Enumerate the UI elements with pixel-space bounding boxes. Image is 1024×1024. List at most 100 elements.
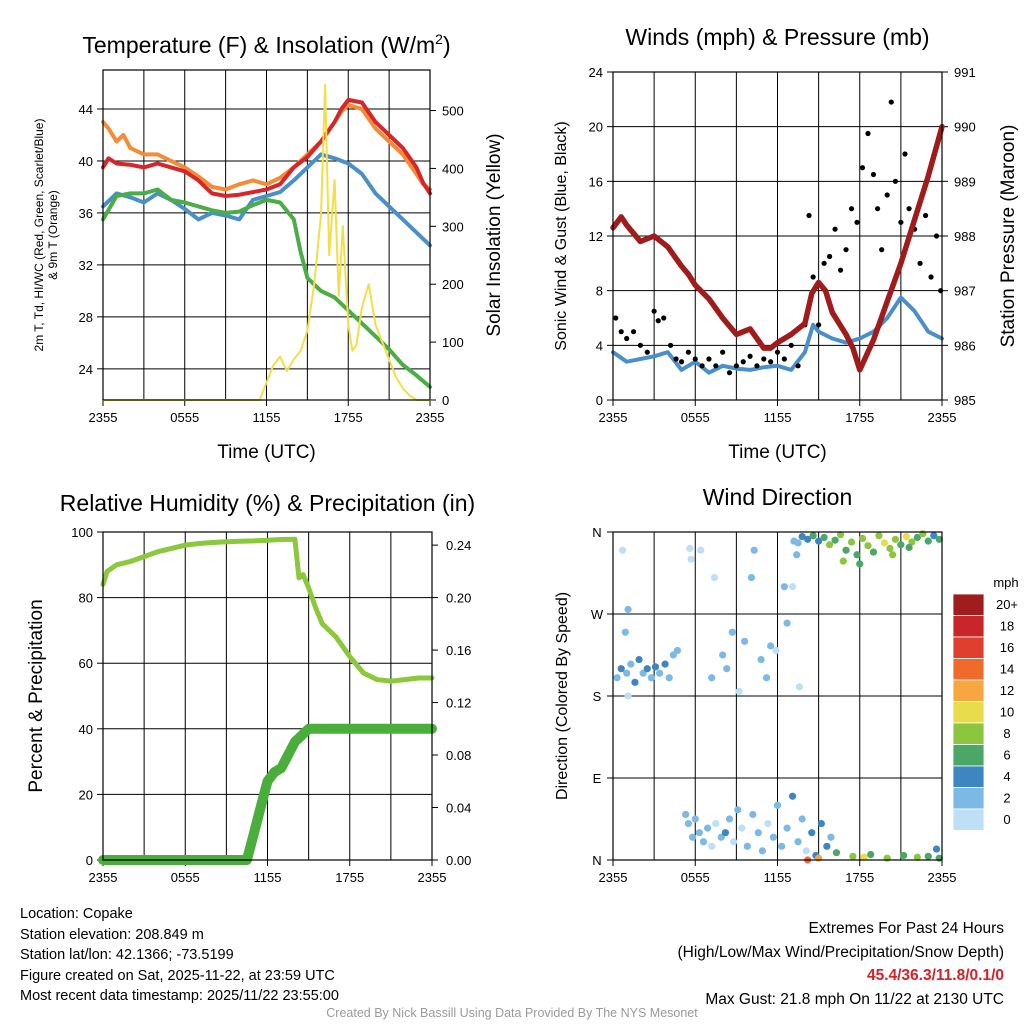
y-axis-label-line2: & 9m T (Orange) — [46, 190, 60, 280]
y2-tick-label: 991 — [954, 65, 976, 80]
y2-tick-label: 500 — [442, 104, 464, 119]
gust-point — [699, 363, 705, 369]
gust-point — [795, 363, 801, 369]
y-tick-label: N — [592, 853, 601, 868]
direction-point — [864, 542, 872, 550]
y2-tick-label: 989 — [954, 174, 976, 189]
direction-point — [757, 655, 765, 664]
title-superscript: 2 — [435, 31, 443, 47]
direction-point — [860, 853, 868, 861]
direction-point — [695, 829, 703, 837]
colorbar-label: 20+ — [996, 597, 1018, 612]
direction-point — [825, 541, 834, 549]
gust-point — [843, 247, 849, 253]
gust-point — [854, 219, 860, 225]
y-tick-label: 12 — [589, 229, 603, 244]
direction-point — [924, 537, 932, 545]
y-tick-label: 44 — [79, 102, 93, 117]
gust-point — [821, 260, 827, 266]
y2-tick-label: 100 — [442, 335, 464, 350]
direction-point — [886, 544, 894, 553]
direction-point — [820, 533, 828, 542]
colorbar-swatch — [952, 744, 985, 767]
direction-point — [687, 555, 695, 563]
series-td — [101, 187, 432, 389]
created-text: Figure created on Sat, 2025-11-22, at 23… — [20, 967, 335, 984]
recent-timestamp-text: Most recent data timestamp: 2025/11/22 2… — [20, 988, 339, 1004]
gust-point — [673, 356, 679, 362]
colorbar: mph 20+ 18 16 14 12 10 8 6 4 2 0 — [952, 575, 1019, 831]
y2-axis-label: Solar Insolation (Yellow) — [484, 133, 505, 336]
max-gust-text: Max Gust: 21.8 mph On 11/22 at 2130 UTC — [705, 990, 1004, 1008]
gust-point — [892, 178, 898, 184]
gust-point — [874, 206, 881, 212]
x-tick-label: 2355 — [89, 410, 118, 425]
direction-point — [815, 854, 823, 862]
direction-point — [710, 573, 719, 582]
direction-point — [691, 815, 699, 823]
direction-point — [730, 838, 738, 846]
y-axis-label: Direction (Colored By Speed) — [554, 592, 571, 800]
series-relative-humidity — [100, 536, 435, 684]
y2-tick-label: 300 — [442, 219, 464, 234]
direction-point — [773, 801, 782, 809]
x-tick-label: 2355 — [599, 870, 628, 885]
direction-point — [627, 660, 635, 668]
direction-point — [778, 842, 786, 850]
x-tick-label: 2355 — [599, 410, 628, 425]
gust-point — [848, 206, 855, 212]
direction-point — [651, 663, 660, 671]
colorbar-label: 18 — [1000, 619, 1014, 634]
direction-point — [842, 546, 850, 554]
y-axis-label-line1: 2m T, Td, HI/WC (Red, Green, Scarlet/Blu… — [32, 119, 46, 352]
direction-point — [688, 833, 697, 841]
colorbar-swatch — [952, 722, 985, 745]
x-axis-label: Time (UTC) — [217, 442, 316, 463]
extremes-values: 45.4/36.3/11.8/0.1/0 — [866, 967, 1004, 984]
direction-point — [741, 637, 749, 645]
gust-point — [898, 219, 904, 225]
series-2m-t — [101, 97, 432, 198]
gust-point — [740, 359, 746, 365]
y-tick-label: 36 — [79, 206, 93, 221]
y-tick-label: 80 — [79, 591, 93, 606]
y2-tick-label: 0.16 — [446, 643, 471, 658]
direction-point — [847, 538, 856, 546]
direction-point — [697, 546, 705, 554]
direction-point — [808, 829, 816, 837]
direction-point — [836, 531, 845, 539]
colorbar-swatch — [952, 679, 985, 702]
gust-point — [933, 233, 940, 239]
direction-point — [930, 532, 938, 540]
gust-point — [865, 130, 871, 137]
gust-point — [754, 363, 760, 369]
direction-point — [883, 854, 891, 862]
gust-point — [761, 356, 767, 362]
series-sonic-wind — [611, 295, 944, 375]
y2-tick-label: 0.24 — [446, 538, 471, 553]
chart-panel-winds: 2355 0555 1155 1755 2355 0 4 8 12 16 20 24 985 986 987… — [553, 24, 1019, 463]
direction-point — [708, 674, 716, 682]
title-main: Temperature (F) & Insolation (W/m — [82, 32, 435, 58]
direction-point — [661, 660, 669, 668]
gust-point — [685, 349, 691, 355]
direction-point — [728, 628, 736, 636]
chart-title: Relative Humidity (%) & Precipitation (i… — [60, 490, 475, 516]
gust-point — [906, 206, 912, 212]
gust-point — [733, 363, 739, 369]
x-tick-label: 0555 — [171, 870, 200, 885]
x-tick-label: 2355 — [928, 870, 957, 885]
y2-tick-label: 987 — [954, 284, 976, 299]
direction-point — [647, 674, 655, 682]
colorbar-label: 10 — [1000, 705, 1014, 720]
x-tick-label: 0555 — [170, 410, 199, 425]
direction-point — [802, 847, 810, 855]
gust-point — [678, 359, 685, 365]
direction-point — [891, 535, 899, 543]
direction-point — [849, 852, 857, 860]
direction-point — [703, 824, 712, 832]
direction-point — [839, 557, 847, 565]
direction-point — [764, 819, 772, 828]
direction-point — [788, 583, 797, 591]
gust-point — [661, 315, 667, 321]
